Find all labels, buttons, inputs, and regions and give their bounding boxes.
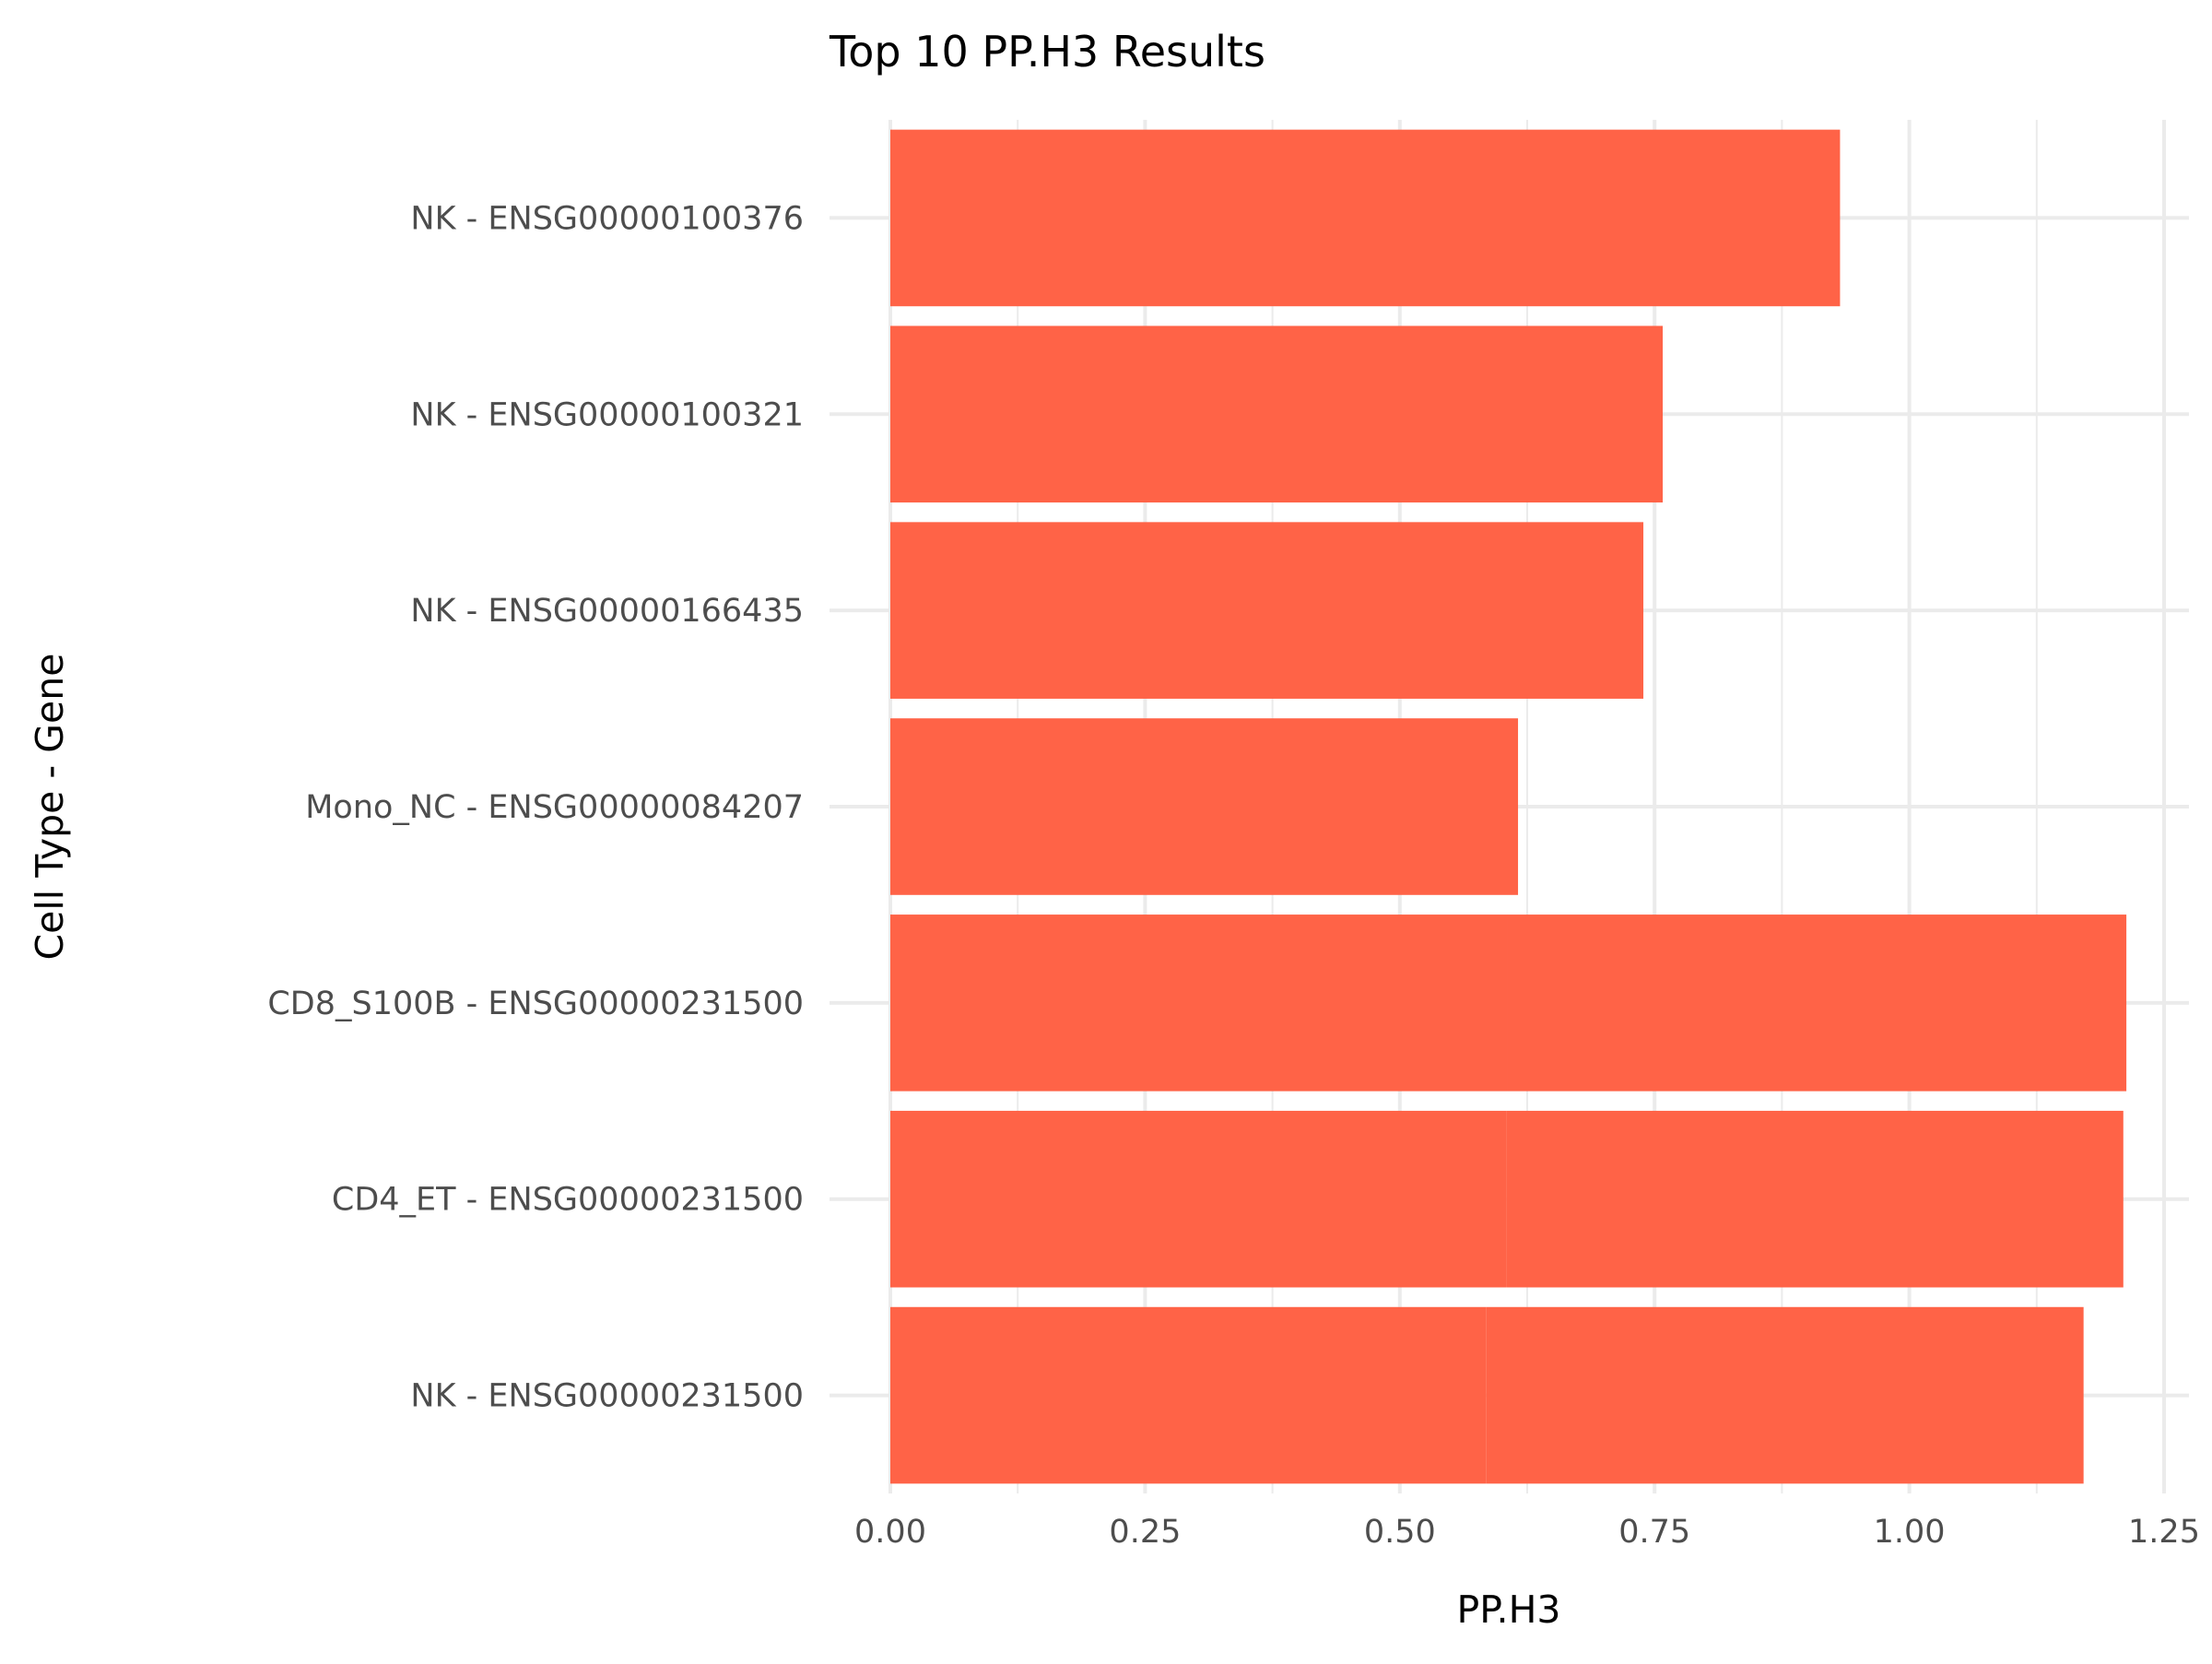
bar-segment <box>1506 1110 2124 1288</box>
bar-segment <box>890 1110 1507 1288</box>
y-tick-label: NK - ENSG00000100321 <box>410 396 804 433</box>
bar-segment <box>1507 915 2127 1092</box>
x-tick-labels: 0.00 0.25 0.50 0.75 1.00 1.25 <box>854 1514 2200 1551</box>
bars <box>890 129 2127 1484</box>
x-tick-label: 0.75 <box>1618 1514 1690 1551</box>
x-tick-label: 1.00 <box>1874 1514 1946 1551</box>
bar-segment <box>890 325 1664 503</box>
bar-segment <box>890 718 1519 895</box>
x-tick-label: 0.00 <box>854 1514 926 1551</box>
bar-segment <box>890 915 1508 1092</box>
y-tick-labels: NK - ENSG00000100376 NK - ENSG00000100321… <box>267 200 804 1414</box>
x-axis-title: PP.H3 <box>1456 1587 1560 1632</box>
y-tick-label: NK - ENSG00000231500 <box>410 1378 804 1415</box>
chart-title: Top 10 PP.H3 Results <box>829 27 1265 77</box>
bar-segment <box>1486 1306 2084 1484</box>
x-tick-label: 1.25 <box>2128 1514 2200 1551</box>
y-tick-label: Mono_NC - ENSG00000084207 <box>305 789 804 826</box>
y-tick-label: CD8_S100B - ENSG00000231500 <box>267 985 804 1022</box>
x-tick-label: 0.50 <box>1364 1514 1436 1551</box>
y-tick-label: CD4_ET - ENSG00000231500 <box>332 1182 804 1219</box>
bar-segment <box>890 1306 1487 1484</box>
y-axis-title: Cell Type - Gene <box>28 654 72 961</box>
bar-segment <box>890 522 1644 699</box>
x-tick-label: 0.25 <box>1109 1514 1181 1551</box>
bar-segment <box>890 129 1841 307</box>
y-tick-label: NK - ENSG00000166435 <box>410 593 804 630</box>
y-tick-label: NK - ENSG00000100376 <box>410 200 804 237</box>
